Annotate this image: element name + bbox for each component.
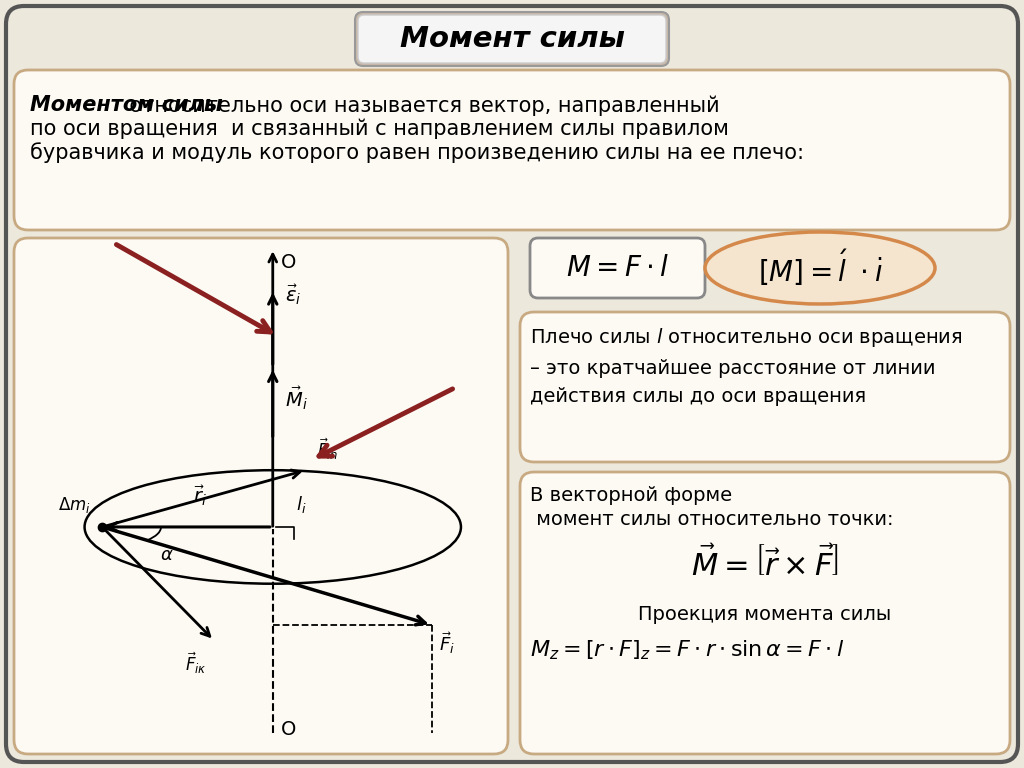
Text: $\vec{M}_i$: $\vec{M}_i$ (285, 384, 307, 412)
FancyBboxPatch shape (520, 472, 1010, 754)
Text: Моментом силы: Моментом силы (30, 95, 223, 115)
Text: O: O (281, 720, 296, 739)
FancyBboxPatch shape (520, 312, 1010, 462)
Text: Плечо силы $l$ относительно оси вращения
– это кратчайшее расстояние от линии
де: Плечо силы $l$ относительно оси вращения… (530, 326, 963, 406)
FancyBboxPatch shape (530, 238, 705, 298)
Text: $\vec{F}_{in}$: $\vec{F}_{in}$ (317, 436, 339, 462)
Text: $\left[M\right] = \acute{l}\ \cdot \dot{\imath}$: $\left[M\right] = \acute{l}\ \cdot \dot{… (758, 247, 883, 289)
FancyBboxPatch shape (14, 70, 1010, 230)
Text: O: O (281, 253, 296, 273)
FancyBboxPatch shape (6, 6, 1018, 762)
Text: Проекция момента силы: Проекция момента силы (638, 605, 892, 624)
Text: $M = F \cdot l$: $M = F \cdot l$ (566, 254, 670, 282)
FancyBboxPatch shape (355, 12, 669, 66)
Text: $\vec{F}_i$: $\vec{F}_i$ (438, 631, 455, 656)
Text: $\vec{F}_{i\kappa}$: $\vec{F}_{i\kappa}$ (185, 650, 207, 677)
Text: $\vec{\varepsilon}_i$: $\vec{\varepsilon}_i$ (285, 283, 301, 307)
Ellipse shape (705, 232, 935, 304)
Text: относительно оси называется вектор, направленный
по оси вращения  и связанный с : относительно оси называется вектор, напр… (30, 95, 804, 164)
Text: $\vec{M} = \left[\vec{r} \times \vec{F}\right]$: $\vec{M} = \left[\vec{r} \times \vec{F}\… (691, 546, 839, 582)
Text: $\alpha$: $\alpha$ (160, 545, 174, 564)
Text: $l_i$: $l_i$ (296, 494, 307, 515)
Text: момент силы относительно точки:: момент силы относительно точки: (530, 510, 894, 529)
Text: В векторной форме: В векторной форме (530, 486, 732, 505)
Text: $\Delta m_i$: $\Delta m_i$ (57, 495, 90, 515)
FancyBboxPatch shape (14, 238, 508, 754)
Text: $\vec{r}_i$: $\vec{r}_i$ (193, 484, 207, 508)
FancyBboxPatch shape (358, 15, 666, 63)
Text: $M_z = \left[r \cdot F\right]_z = F \cdot r \cdot \sin\alpha = F \cdot l$: $M_z = \left[r \cdot F\right]_z = F \cdo… (530, 638, 844, 662)
Text: Момент силы: Момент силы (399, 25, 625, 53)
